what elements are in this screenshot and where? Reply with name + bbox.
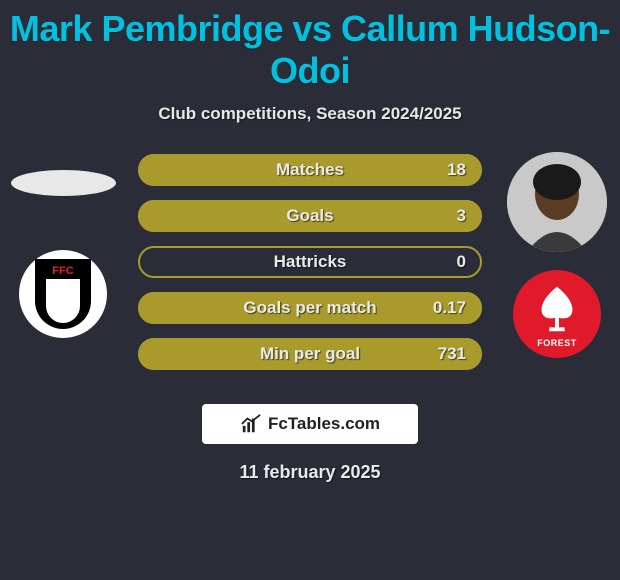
compare-area: FOREST Matches18 Goals3 Hattricks0 Goals pe… bbox=[0, 152, 620, 382]
player-left-photo bbox=[11, 170, 116, 196]
club-badge-right: FOREST bbox=[513, 270, 601, 358]
player-right-photo bbox=[507, 152, 607, 252]
stat-bar: Goals3 bbox=[138, 200, 482, 232]
bar-fill-right bbox=[138, 292, 482, 324]
right-column: FOREST bbox=[502, 152, 612, 358]
stat-bar: Min per goal731 bbox=[138, 338, 482, 370]
watermark: FcTables.com bbox=[202, 404, 418, 444]
watermark-text: FcTables.com bbox=[268, 414, 380, 434]
bar-fill-right bbox=[138, 200, 482, 232]
bar-label: Hattricks bbox=[140, 252, 480, 272]
bar-fill-right bbox=[138, 154, 482, 186]
left-column bbox=[8, 152, 118, 338]
page-title: Mark Pembridge vs Callum Hudson-Odoi bbox=[0, 0, 620, 92]
stat-bar: Matches18 bbox=[138, 154, 482, 186]
subtitle: Club competitions, Season 2024/2025 bbox=[0, 104, 620, 124]
stat-bar: Hattricks0 bbox=[138, 246, 482, 278]
stat-bar: Goals per match0.17 bbox=[138, 292, 482, 324]
chart-icon bbox=[240, 413, 262, 435]
bar-value-right: 0 bbox=[457, 252, 466, 272]
forest-text: FOREST bbox=[537, 338, 577, 348]
player-avatar-icon bbox=[507, 152, 607, 252]
club-badge-left bbox=[19, 250, 107, 338]
date-text: 11 february 2025 bbox=[0, 462, 620, 483]
stat-bars: Matches18 Goals3 Hattricks0 Goals per match… bbox=[138, 154, 482, 370]
fulham-crest-icon bbox=[35, 259, 91, 329]
bar-fill-right bbox=[138, 338, 482, 370]
